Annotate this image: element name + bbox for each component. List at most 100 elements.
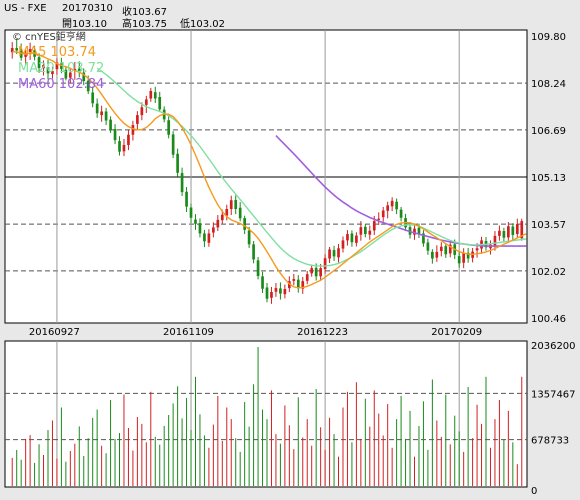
candle-body (95, 103, 99, 114)
candle-body (448, 244, 452, 254)
candle-body (515, 224, 519, 235)
candle-body (270, 292, 273, 298)
candle-body (399, 209, 403, 218)
candle-body (520, 221, 524, 239)
candle-body (131, 125, 135, 135)
price-x-tick-label: 20170209 (431, 327, 482, 338)
candle-body (24, 53, 27, 57)
candle-body (136, 115, 139, 124)
candle-body (10, 48, 14, 53)
price-y-tick-label: 106.69 (531, 126, 566, 137)
candle-body (502, 231, 506, 238)
volume-y-tick-label: 0 (531, 486, 537, 497)
candle-body (64, 69, 68, 79)
candle-body (194, 219, 197, 224)
volume-y-tick-label: 2036200 (531, 341, 576, 352)
candle-body (158, 96, 162, 110)
candle-body (350, 233, 354, 243)
candle-body (118, 141, 121, 152)
candle-body (386, 205, 390, 211)
candle-body (153, 92, 157, 99)
price-y-tick-label: 103.57 (531, 220, 566, 231)
candle-body (37, 57, 41, 69)
candle-body (395, 201, 398, 210)
candle-body (167, 120, 171, 135)
candle-body (86, 80, 90, 92)
candle-body (314, 267, 318, 277)
candle-body (439, 246, 443, 251)
price-x-ticks: 20160927 20161109 20161223 20170209 (29, 327, 482, 338)
candle-body (372, 221, 376, 231)
candle-body (341, 240, 345, 249)
candle-body (355, 235, 358, 243)
candle-body (261, 276, 264, 289)
candle-body (28, 48, 32, 53)
price-x-tick-label: 20160927 (29, 327, 80, 338)
candle-body (234, 199, 238, 210)
candle-body (390, 200, 394, 207)
candle-body (498, 230, 501, 236)
candle-body (323, 258, 327, 270)
candle-body (466, 252, 470, 259)
price-y-tick-label: 109.80 (531, 32, 566, 43)
candle-body (413, 228, 416, 235)
candle-body (511, 226, 515, 235)
candle-body (198, 223, 202, 234)
candle-body (207, 233, 211, 243)
volume-y-tick-label: 1357467 (531, 389, 576, 400)
candle-body (292, 279, 296, 281)
candle-body (77, 68, 81, 73)
candle-body (113, 128, 117, 141)
candle-body (332, 250, 336, 257)
price-y-tick-label: 105.13 (531, 173, 566, 184)
price-y-tick-label: 102.02 (531, 267, 566, 278)
candle-body (104, 111, 108, 121)
watermark: © cnYES鉅亨網 (12, 30, 86, 43)
candle-body (493, 235, 497, 246)
candle-body (256, 260, 260, 277)
price-y-ticks: 109.80 108.24 106.69 105.13 103.57 102.02 100.… (531, 32, 566, 325)
candle-body (109, 119, 112, 131)
candle-body (274, 288, 278, 292)
price-x-tick-label: 20161109 (163, 327, 214, 338)
candle-body (51, 71, 54, 75)
candle-body (149, 90, 153, 99)
candle-body (185, 191, 188, 207)
candle-body (426, 242, 430, 251)
candle-body (431, 251, 434, 259)
candle-body (368, 230, 372, 235)
candle-body (55, 62, 59, 70)
candle-body (238, 207, 242, 219)
header-close: 收103.67 (122, 7, 167, 18)
candle-body (171, 134, 175, 155)
candle-body (296, 279, 300, 289)
candle-body (140, 107, 144, 116)
candle-body (220, 214, 224, 221)
header-symbol: US - FXE (4, 3, 47, 14)
candle-body (122, 144, 126, 152)
candle-body (377, 218, 381, 220)
price-x-tick-label: 20161223 (297, 327, 348, 338)
candle-body (462, 253, 466, 263)
candle-body (82, 72, 86, 81)
price-y-tick-label: 108.24 (531, 79, 566, 90)
candle-body (252, 244, 255, 260)
candle-body (225, 209, 229, 216)
header-open: 開103.10 (62, 19, 107, 30)
legend-ma20: MA20 103.72 (18, 61, 104, 76)
candle-body (310, 268, 314, 274)
candle-body (19, 50, 23, 58)
header-low: 低103.02 (180, 19, 225, 30)
candle-body (457, 256, 461, 264)
ma60-line (275, 135, 527, 247)
volume-bars (11, 347, 523, 486)
candle-body (305, 274, 309, 281)
candle-body (46, 67, 50, 74)
candle-body (359, 227, 363, 235)
candle-body (212, 227, 215, 233)
header-date: 20170310 (62, 3, 113, 14)
candle-body (247, 230, 251, 245)
volume-panel (4, 340, 528, 488)
